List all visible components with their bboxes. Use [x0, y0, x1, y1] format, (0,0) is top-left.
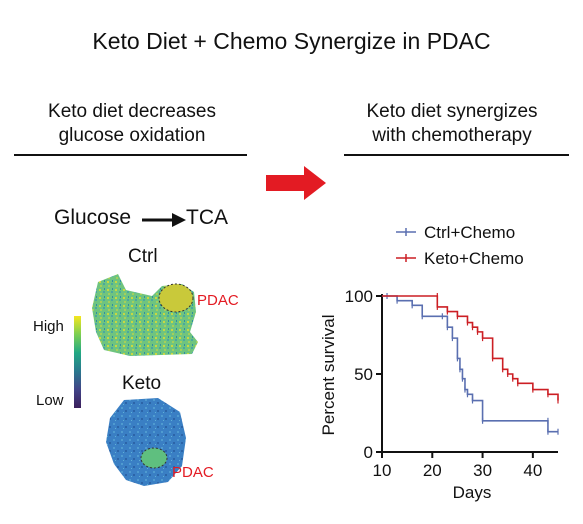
colorbar [74, 316, 81, 408]
legend-ctrl-chemo: Ctrl+Chemo [424, 223, 515, 242]
right-heading-line2: with chemotherapy [372, 125, 532, 146]
right-panel-heading: Keto diet synergizes with chemotherapy [336, 100, 568, 148]
series-line-ctrl-chemo [382, 295, 558, 433]
x-tick-label: 40 [523, 461, 542, 480]
x-tick-label: 10 [373, 461, 392, 480]
keto-tissue-image [106, 398, 186, 486]
right-heading-rule [344, 154, 569, 156]
left-heading-rule [14, 154, 247, 156]
left-heading-line2: glucose oxidation [58, 125, 206, 146]
legend-keto-chemo: Keto+Chemo [424, 249, 524, 268]
x-tick-label: 30 [473, 461, 492, 480]
red-arrow-icon [266, 166, 326, 200]
y-tick-label: 0 [364, 443, 373, 462]
survival-chart: Ctrl+Chemo Keto+Chemo Percent survival D… [319, 223, 559, 502]
left-heading-line1: Keto diet decreases [48, 101, 216, 122]
keto-label: Keto [122, 373, 162, 394]
right-heading-line1: Keto diet synergizes [366, 101, 538, 122]
right-arrow-icon [142, 213, 186, 227]
x-axis-label: Days [453, 483, 492, 502]
figure-title: Keto Diet + Chemo Synergize in PDAC [92, 28, 491, 54]
ctrl-pdac-label: PDAC [197, 292, 239, 309]
series-line-keto-chemo [382, 295, 559, 401]
tca-label: TCA [186, 206, 228, 229]
left-panel-heading: Keto diet decreases glucose oxidation [16, 100, 248, 148]
x-tick-label: 20 [423, 461, 442, 480]
scale-high-label: High [33, 318, 64, 335]
ctrl-label: Ctrl [128, 246, 158, 267]
y-tick-label: 50 [354, 365, 373, 384]
y-axis-label: Percent survival [319, 315, 338, 436]
y-tick-label: 100 [345, 287, 373, 306]
glucose-label: Glucose [54, 206, 132, 229]
scale-low-label: Low [36, 392, 64, 409]
ctrl-tissue-image [92, 274, 198, 356]
keto-pdac-label: PDAC [172, 464, 214, 481]
